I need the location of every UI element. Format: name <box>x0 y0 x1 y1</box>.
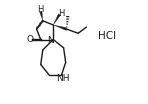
Polygon shape <box>53 14 61 25</box>
Polygon shape <box>53 25 67 30</box>
Text: NH: NH <box>56 74 69 83</box>
Text: O: O <box>27 35 34 44</box>
Text: H: H <box>58 9 64 18</box>
Text: H: H <box>38 5 44 14</box>
Polygon shape <box>40 11 43 21</box>
Text: HCl: HCl <box>98 31 116 41</box>
Text: N: N <box>48 36 54 45</box>
